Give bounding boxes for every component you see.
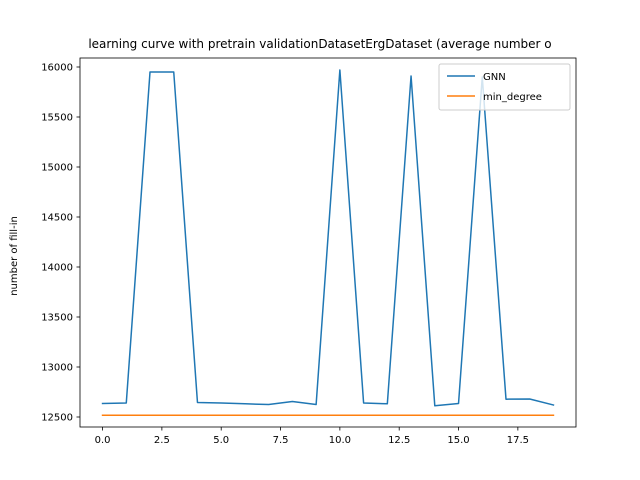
legend-label: GNN [483,72,506,83]
y-tick-label: 16000 [41,63,73,74]
legend-label: min_degree [483,92,542,103]
x-tick-label: 2.5 [154,435,170,446]
legend-box [438,63,571,111]
y-tick-label: 13500 [41,313,73,324]
y-axis-title: number of fill-in [9,216,20,296]
legend: GNN min_degree [438,63,571,111]
series-line-gnn [101,69,555,407]
y-tick-label: 14500 [41,213,73,224]
x-tick-label: 17.5 [507,435,529,446]
y-tick-label: 15500 [41,113,73,124]
plot-area [79,57,577,428]
x-tick-label: 12.5 [388,435,410,446]
x-tick-label: 7.5 [273,435,289,446]
x-axis: 0.0 2.5 5.0 7.5 10.0 12.5 15.0 17.5 [95,427,529,446]
x-tick-label: 15.0 [447,435,469,446]
x-tick-label: 10.0 [329,435,351,446]
y-tick-label: 15000 [41,163,73,174]
y-tick-label: 13000 [41,363,73,374]
x-tick-label: 0.0 [95,435,111,446]
y-tick-label: 12500 [41,413,73,424]
plot-frame [79,57,577,428]
y-tick-label: 14000 [41,263,73,274]
x-tick-label: 5.0 [213,435,229,446]
chart-title: learning curve with pretrain validationD… [88,37,551,51]
y-axis: 12500 13000 13500 14000 14500 15000 15500 16000 [41,63,80,424]
